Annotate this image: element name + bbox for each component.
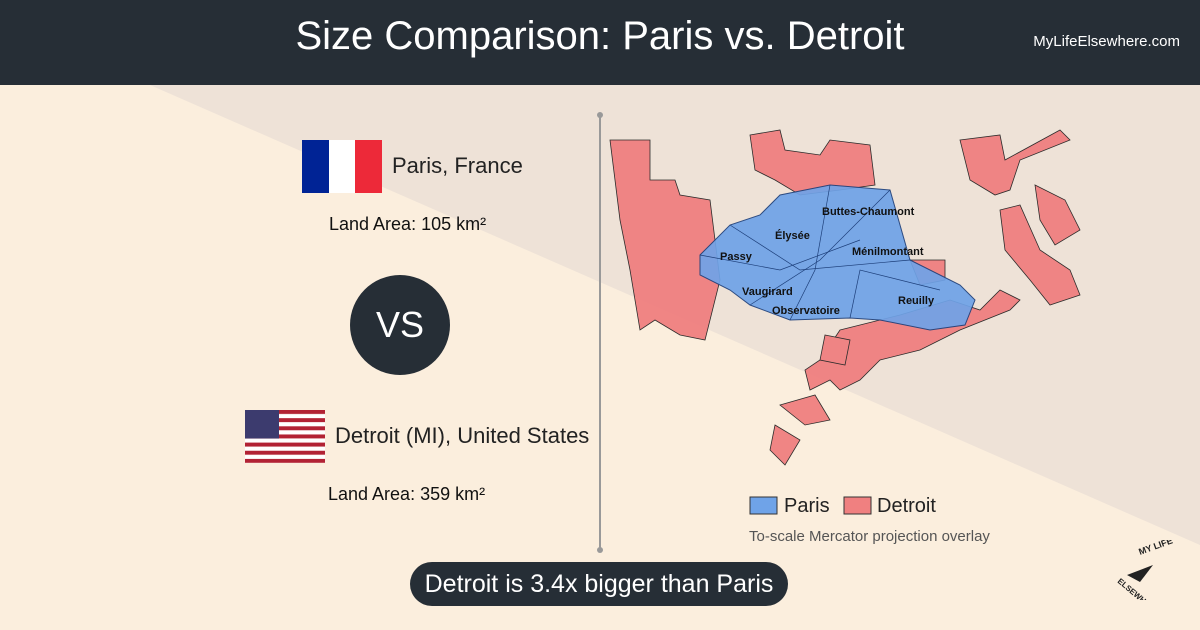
district-label: Buttes-Chaumont [822, 206, 915, 218]
legend-label: Paris [784, 495, 830, 517]
district-label: Élysée [775, 229, 810, 242]
district-label: Ménilmontant [852, 246, 924, 258]
logo: MY LIFE ELSEWHERE [1116, 540, 1174, 600]
city-name: Paris, France [392, 153, 523, 178]
conclusion: Detroit is 3.4x bigger than Paris [410, 562, 788, 606]
value: 105 km² [421, 214, 487, 234]
value: 359 km² [420, 484, 486, 504]
land-area: Land Area: 359 km² [328, 484, 485, 505]
district-label: Passy [720, 251, 753, 263]
logo-text: MY LIFE [1137, 540, 1174, 557]
label: Land Area: [328, 484, 416, 504]
district-label: Reuilly [898, 295, 935, 307]
label: Land Area: [329, 214, 417, 234]
vs-badge: VS [350, 275, 450, 375]
land-area: Land Area: 105 km² [329, 214, 486, 235]
map-note: To-scale Mercator projection overlay [749, 528, 990, 545]
us-flag [245, 410, 325, 463]
legend-label: Detroit [877, 495, 936, 517]
title: Size Comparison: Paris vs. Detroit [295, 14, 905, 58]
district-label: Observatoire [772, 305, 840, 317]
district-label: Vaugirard [742, 286, 793, 298]
map-labels: Buttes-Chaumont Élysée Ménilmontant Pass… [720, 206, 935, 317]
map: Buttes-Chaumont Élysée Ménilmontant Pass… [609, 129, 1081, 545]
city-name: Detroit (MI), United States [335, 423, 590, 448]
header [0, 0, 1200, 85]
france-flag [302, 140, 382, 193]
site-name: MyLifeElsewhere.com [1033, 33, 1180, 50]
